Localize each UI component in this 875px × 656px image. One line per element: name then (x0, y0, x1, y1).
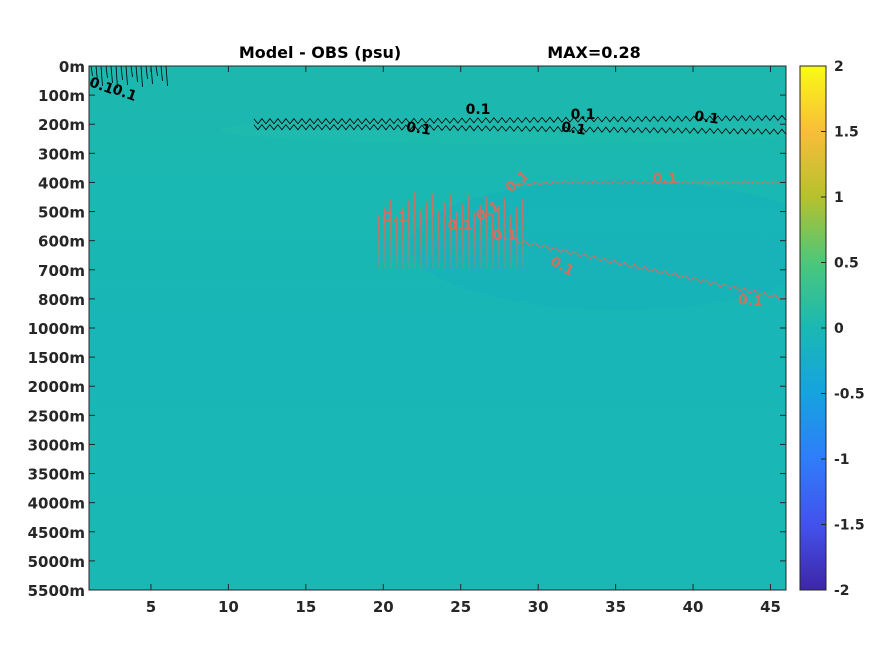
contour-label: 0.1 (466, 102, 491, 118)
contour-label: 0.1 (448, 218, 473, 234)
colorbar-ticks: 2 1.5 1 0.5 0 -0.5 -1 -1.5 -2 (821, 59, 865, 599)
colorbar-tick-label: 0 (834, 321, 844, 337)
y-tick-label: 300m (38, 145, 85, 163)
x-tick-label: 30 (528, 598, 549, 616)
contour-label: 0.1 (493, 228, 518, 244)
contour-label: 0.1 (737, 292, 763, 310)
y-tick-label: 500m (38, 204, 85, 222)
colorbar-tick-label: 1.5 (834, 125, 859, 141)
y-tick-label: 5000m (28, 553, 85, 571)
heatmap-field: 0.10.10.1 0.1 0.10.1 0.10.1 0.10.1 0.10.10.10… (87, 66, 786, 590)
contour-label: 0.1 (383, 210, 408, 226)
contour-line (377, 192, 524, 269)
contour-line (253, 114, 786, 125)
y-tick-label: 800m (38, 291, 85, 309)
colorbar-tick-label: -1.5 (834, 518, 865, 534)
y-tick-label: 4000m (28, 495, 85, 513)
x-tick-label: 10 (218, 598, 239, 616)
x-tick-label: 40 (683, 598, 704, 616)
colorbar-tick-label: -2 (834, 583, 850, 599)
contour-line (514, 180, 786, 187)
y-tick-label: 5500m (28, 582, 85, 600)
max-annotation: MAX=0.28 (547, 43, 641, 62)
contour-label: 0.1 (405, 119, 432, 138)
chart-title: Model - OBS (psu) (239, 43, 401, 62)
contour-label: 0.1 (693, 108, 720, 127)
contour-label: 0.1 (653, 171, 678, 187)
contour-line (514, 238, 786, 301)
y-axis: 0m 100m 200m 300m 400m 500m 600m 700m 800m 1000m 1… (28, 58, 786, 600)
y-tick-label: 1000m (28, 320, 85, 338)
colorbar-tick-label: -1 (834, 452, 850, 468)
y-tick-label: 100m (38, 87, 85, 105)
y-tick-label: 2000m (28, 378, 85, 396)
x-tick-label: 20 (373, 598, 394, 616)
y-tick-label: 1500m (28, 349, 85, 367)
contour-label: 0.1 (110, 81, 139, 105)
y-tick-label: 700m (38, 262, 85, 280)
y-tick-label: 4500m (28, 524, 85, 542)
y-tick-label: 200m (38, 116, 85, 134)
contour-line (253, 124, 786, 135)
x-tick-label: 25 (450, 598, 471, 616)
y-tick-label: 0m (59, 58, 85, 76)
y-tick-label: 3500m (28, 466, 85, 484)
y-tick-label: 600m (38, 233, 85, 251)
contour-line (90, 66, 168, 89)
x-axis: 5 10 15 20 25 30 35 40 45 (146, 66, 781, 616)
x-tick-label: 45 (760, 598, 781, 616)
contour-label: 0.1 (571, 107, 596, 123)
colorbar-tick-label: 1 (834, 190, 844, 206)
contour-label: 0.1 (560, 119, 587, 138)
y-tick-label: 3000m (28, 436, 85, 454)
y-tick-label: 2500m (28, 407, 85, 425)
colorbar-tick-label: 2 (834, 59, 844, 75)
colorbar-tick-label: -0.5 (834, 387, 865, 403)
field-background (89, 66, 786, 590)
x-tick-label: 15 (295, 598, 316, 616)
colorbar-tick-label: 0.5 (834, 256, 859, 272)
contour-label: 0.1 (87, 74, 116, 98)
y-tick-label: 400m (38, 174, 85, 192)
x-tick-label: 5 (146, 598, 156, 616)
field-negative-tongue (410, 180, 786, 310)
x-tick-label: 35 (605, 598, 626, 616)
